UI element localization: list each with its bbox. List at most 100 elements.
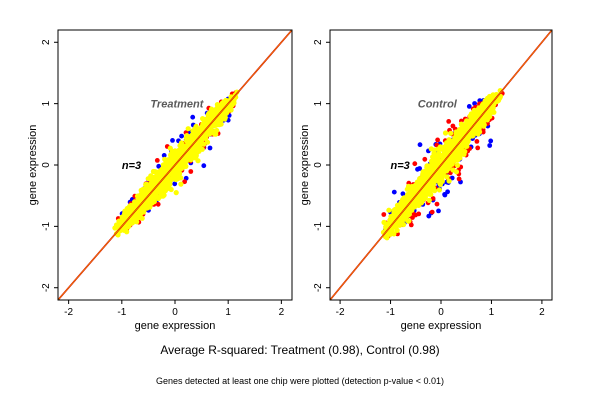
yellow-series-point xyxy=(441,148,447,154)
blue-series-point xyxy=(400,191,406,197)
yellow-series-point xyxy=(153,194,159,200)
yellow-series-point xyxy=(146,200,152,206)
blue-series-point xyxy=(488,138,494,144)
yellow-series-point xyxy=(204,139,211,145)
yellow-series-point xyxy=(131,203,137,209)
yellow-series-point xyxy=(195,158,201,164)
yellow-series-point xyxy=(453,135,460,141)
yellow-series-point xyxy=(185,126,191,132)
x-tick-label: 2 xyxy=(539,307,545,318)
yellow-series-point xyxy=(448,130,454,136)
treatment-scatter-panel: -2 -1 0 1 2 -2 -1 0 1 2 gene expression gene expres… xyxy=(27,29,293,332)
yellow-series-point xyxy=(140,189,146,195)
yellow-series-point xyxy=(143,184,149,190)
red-series-point xyxy=(422,156,428,162)
yellow-series-point xyxy=(423,174,429,180)
yellow-series-point xyxy=(177,163,183,169)
yellow-series-point xyxy=(464,125,470,131)
yellow-series-point xyxy=(159,186,165,193)
yellow-series-point xyxy=(459,122,465,128)
yellow-series-point xyxy=(469,114,475,120)
yellow-series-point xyxy=(386,207,392,213)
yellow-series-point xyxy=(177,143,183,149)
yellow-series-point xyxy=(191,149,197,155)
y-tick-label: -1 xyxy=(41,221,52,230)
y-tick-label: 0 xyxy=(313,162,324,168)
yellow-series-point xyxy=(426,167,432,173)
control-scatter-panel: -2 -1 0 1 2 -2 -1 0 1 2 gene expression gene expres… xyxy=(299,29,553,332)
blue-series-point xyxy=(190,114,196,120)
red-series-point xyxy=(154,158,160,163)
yellow-series-point xyxy=(165,157,171,163)
yellow-series-point xyxy=(451,153,457,159)
yellow-series-point xyxy=(426,189,432,195)
x-tick-label: 1 xyxy=(225,307,231,318)
yellow-series-point xyxy=(398,199,404,205)
x-tick-label: 0 xyxy=(172,307,178,318)
yellow-series-point xyxy=(459,142,465,148)
yellow-series-point xyxy=(449,138,455,144)
yellow-series-point xyxy=(454,162,461,168)
yellow-series-point xyxy=(414,186,420,192)
yellow-series-point xyxy=(178,181,184,187)
y-tick-label: 0 xyxy=(41,162,52,168)
reference-line-inner xyxy=(330,30,552,300)
red-series-point xyxy=(188,169,194,174)
yellow-series-point xyxy=(434,156,440,162)
sample-count-label: n=3 xyxy=(122,160,141,172)
yellow-series-point xyxy=(419,175,425,181)
yellow-series-point xyxy=(121,227,127,233)
yellow-series-point xyxy=(173,190,179,196)
yellow-series-point xyxy=(213,109,219,115)
yellow-series-point xyxy=(444,140,450,146)
y-axis-label: gene expression xyxy=(27,125,39,206)
x-tick-label: 1 xyxy=(489,307,495,318)
yellow-series-point xyxy=(481,105,487,111)
yellow-series-point xyxy=(139,215,145,221)
x-tick-label: -1 xyxy=(386,307,395,318)
red-series-point xyxy=(446,119,452,124)
y-tick-label: 2 xyxy=(41,39,52,45)
average-r-squared-caption: Average R-squared: Treatment (0.98), Con… xyxy=(160,343,440,357)
yellow-series-point xyxy=(426,197,432,203)
yellow-series-point xyxy=(436,187,442,193)
y-tick-label: 2 xyxy=(313,39,324,45)
yellow-series-point xyxy=(144,190,150,196)
blue-series-point xyxy=(207,145,213,151)
yellow-series-point xyxy=(214,127,220,134)
yellow-series-point xyxy=(171,151,177,157)
yellow-series-point xyxy=(140,208,146,214)
yellow-series-point xyxy=(117,218,123,224)
red-series-point xyxy=(430,196,436,201)
red-series-point xyxy=(412,161,418,167)
y-tick-label: -2 xyxy=(41,283,52,292)
yellow-series-point xyxy=(458,132,464,138)
blue-series-point xyxy=(156,163,162,169)
blue-series-point xyxy=(487,143,493,148)
yellow-series-point xyxy=(194,141,200,147)
yellow-series-point xyxy=(152,176,158,182)
yellow-series-point xyxy=(192,155,198,161)
blue-series-point xyxy=(472,101,477,106)
yellow-series-point xyxy=(180,148,186,154)
blue-series-point xyxy=(417,142,423,148)
reference-line-inner xyxy=(58,30,292,300)
yellow-series-point xyxy=(434,152,440,158)
yellow-series-point xyxy=(464,136,470,142)
yellow-series-point xyxy=(164,176,170,183)
blue-series-point xyxy=(179,133,185,139)
yellow-series-point xyxy=(200,121,206,127)
yellow-series-point xyxy=(482,98,488,104)
blue-series-point xyxy=(449,175,455,181)
yellow-series-point xyxy=(428,146,434,152)
blue-series-point xyxy=(201,163,207,169)
yellow-series-point xyxy=(449,161,455,167)
yellow-series-point xyxy=(453,129,459,135)
red-series-point xyxy=(475,145,481,151)
yellow-series-point xyxy=(112,225,118,231)
x-tick-label: 0 xyxy=(438,307,444,318)
y-tick-label: -1 xyxy=(313,221,324,230)
red-series-point xyxy=(474,139,480,144)
yellow-series-point xyxy=(196,148,202,154)
panel-title: Treatment xyxy=(150,99,204,111)
